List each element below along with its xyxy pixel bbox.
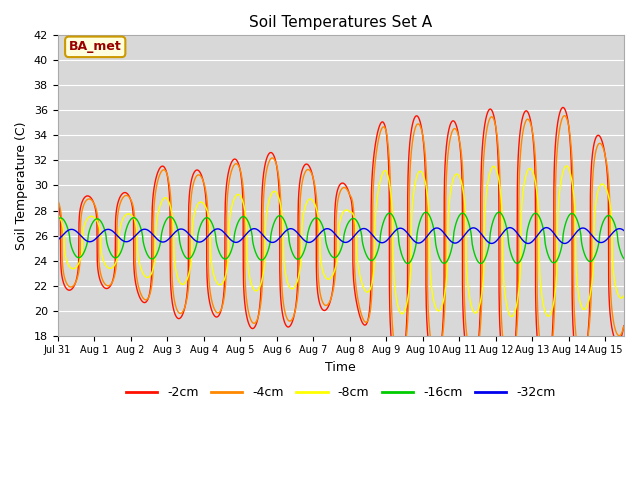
-2cm	[500, 365, 508, 371]
-2cm	[298, 167, 306, 172]
-32cm	[620, 228, 628, 233]
-16cm	[620, 256, 628, 262]
Line: -8cm: -8cm	[58, 166, 624, 317]
-4cm	[374, 140, 381, 146]
-8cm	[616, 294, 623, 300]
Line: -16cm: -16cm	[58, 212, 624, 264]
-16cm	[500, 217, 508, 223]
-32cm	[374, 238, 381, 244]
-32cm	[54, 237, 61, 243]
-2cm	[616, 338, 623, 344]
-4cm	[311, 182, 319, 188]
-2cm	[326, 298, 334, 304]
Legend: -2cm, -4cm, -8cm, -16cm, -32cm: -2cm, -4cm, -8cm, -16cm, -32cm	[121, 382, 561, 405]
-8cm	[326, 276, 334, 281]
-8cm	[311, 201, 319, 207]
Y-axis label: Soil Temperature (C): Soil Temperature (C)	[15, 121, 28, 250]
-8cm	[298, 220, 306, 226]
-4cm	[54, 196, 61, 202]
Text: BA_met: BA_met	[69, 40, 122, 53]
-8cm	[374, 191, 381, 196]
-4cm	[620, 324, 628, 329]
-16cm	[422, 209, 429, 215]
Line: -2cm: -2cm	[58, 108, 624, 375]
-8cm	[508, 314, 516, 320]
-4cm	[561, 113, 568, 119]
-32cm	[298, 236, 306, 241]
-8cm	[563, 163, 570, 169]
Title: Soil Temperatures Set A: Soil Temperatures Set A	[249, 15, 432, 30]
-16cm	[326, 252, 334, 257]
-8cm	[500, 284, 508, 290]
-16cm	[404, 261, 412, 266]
-32cm	[311, 236, 319, 242]
-2cm	[374, 129, 381, 134]
-4cm	[506, 364, 513, 370]
-32cm	[326, 227, 334, 232]
Line: -4cm: -4cm	[58, 116, 624, 367]
-2cm	[620, 323, 628, 329]
-2cm	[559, 105, 567, 110]
X-axis label: Time: Time	[325, 361, 356, 374]
-16cm	[54, 217, 61, 223]
-16cm	[616, 245, 623, 251]
-16cm	[374, 248, 381, 253]
-4cm	[326, 297, 334, 303]
-8cm	[54, 212, 61, 217]
Line: -32cm: -32cm	[58, 228, 624, 243]
-2cm	[504, 372, 512, 378]
-32cm	[561, 240, 568, 246]
-4cm	[616, 333, 623, 338]
-16cm	[311, 216, 319, 221]
-32cm	[543, 225, 550, 230]
-32cm	[500, 228, 508, 234]
-4cm	[500, 348, 508, 354]
-32cm	[616, 226, 623, 231]
-2cm	[54, 197, 61, 203]
-16cm	[298, 252, 306, 258]
-4cm	[298, 179, 306, 184]
-2cm	[311, 187, 319, 192]
-8cm	[620, 293, 628, 299]
